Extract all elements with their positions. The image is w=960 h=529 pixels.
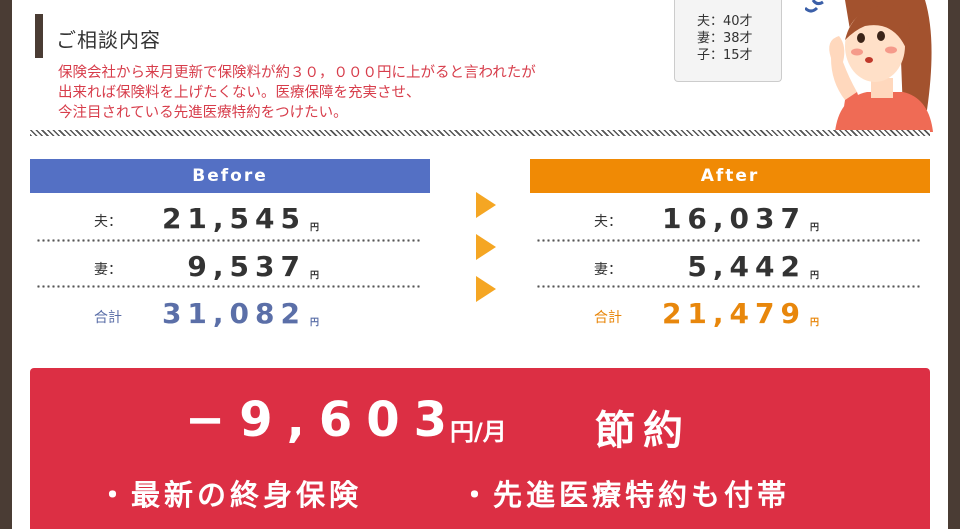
consultation-line: 保険会社から来月更新で保険料が約３０，０００円に上がると言われたが bbox=[58, 65, 536, 81]
content-card: ご相談内容 保険会社から来月更新で保険料が約３０，０００円に上がると言われたが … bbox=[12, 0, 948, 529]
dotted-divider bbox=[536, 239, 920, 242]
savings-amount: −9,603 bbox=[185, 392, 462, 448]
arrow-right-icon bbox=[476, 192, 496, 218]
yen-unit: 円 bbox=[810, 223, 820, 233]
woman-illustration bbox=[805, 0, 933, 132]
feature-whole-life: ・最新の終身保険 bbox=[98, 478, 363, 512]
family-info-box: 夫：40才 妻：38才 子：15才 bbox=[674, 0, 782, 82]
before-total-value: 31,082 bbox=[161, 297, 306, 330]
savings-banner: −9,603 円/月 節約 ・最新の終身保険 ・先進医療特約も付帯 bbox=[30, 368, 930, 529]
before-husband-value: 21,545 bbox=[161, 202, 306, 235]
after-wife-value: 5,442 bbox=[687, 250, 806, 283]
consultation-line: 出来れば保険料を上げたくない。医療保障を充実させ、 bbox=[58, 85, 421, 101]
before-total-label: 合計 bbox=[94, 310, 122, 326]
arrow-right-icon bbox=[476, 234, 496, 260]
family-wife: 妻：38才 bbox=[697, 31, 753, 46]
yen-unit: 円 bbox=[810, 271, 820, 281]
consultation-description: 保険会社から来月更新で保険料が約３０，０００円に上がると言われたが 出来れば保険… bbox=[58, 63, 658, 123]
dotted-divider bbox=[36, 239, 420, 242]
feature-advanced-medical: ・先進医療特約も付帯 bbox=[460, 478, 791, 512]
yen-unit: 円 bbox=[310, 271, 320, 281]
yen-unit: 円 bbox=[310, 318, 320, 328]
dotted-divider bbox=[36, 285, 420, 288]
yen-unit: 円 bbox=[310, 223, 320, 233]
consultation-line: 今注目されている先進医療特約をつけたい。 bbox=[58, 105, 348, 121]
before-wife-label: 妻： bbox=[94, 262, 122, 278]
savings-unit: 円/月 bbox=[450, 418, 507, 446]
after-header: After bbox=[530, 159, 930, 193]
family-husband: 夫：40才 bbox=[697, 14, 753, 29]
family-child: 子：15才 bbox=[697, 48, 753, 63]
before-wife-value: 9,537 bbox=[187, 250, 306, 283]
after-husband-label: 夫： bbox=[594, 214, 622, 230]
dotted-divider bbox=[536, 285, 920, 288]
arrow-right-icon bbox=[476, 276, 496, 302]
after-wife-label: 妻： bbox=[594, 262, 622, 278]
savings-label: 節約 bbox=[595, 408, 691, 454]
after-total-value: 21,479 bbox=[661, 297, 806, 330]
title-bar-accent bbox=[35, 14, 43, 58]
yen-unit: 円 bbox=[810, 318, 820, 328]
after-total-label: 合計 bbox=[594, 310, 622, 326]
before-header: Before bbox=[30, 159, 430, 193]
consultation-title: ご相談内容 bbox=[56, 28, 161, 52]
after-husband-value: 16,037 bbox=[661, 202, 806, 235]
section-divider bbox=[30, 130, 930, 136]
before-husband-label: 夫： bbox=[94, 214, 122, 230]
